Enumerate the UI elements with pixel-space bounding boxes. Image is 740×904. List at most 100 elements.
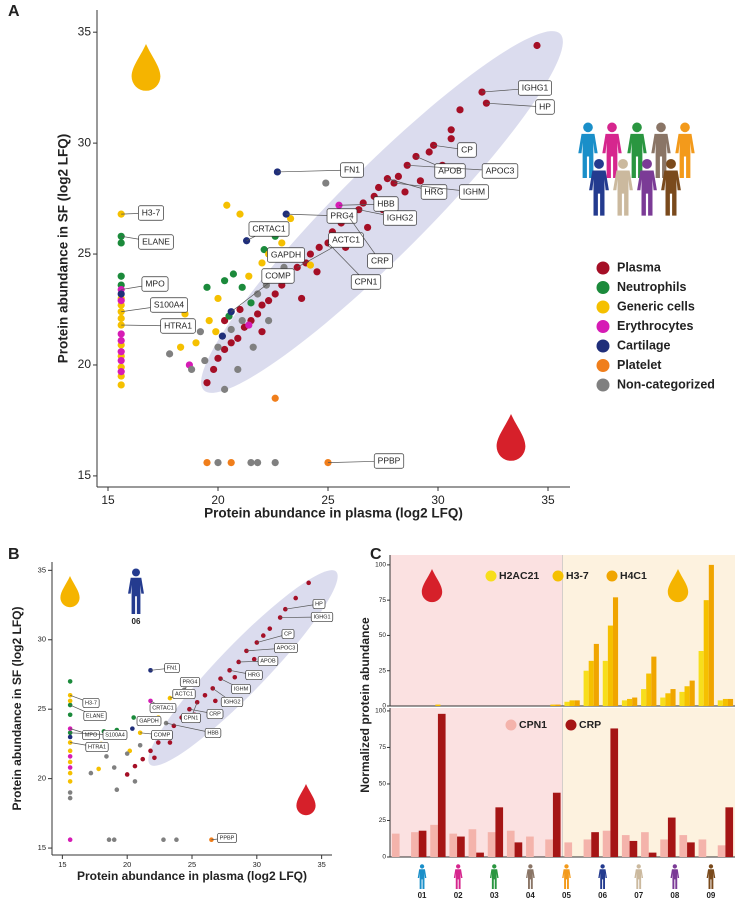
bar (670, 689, 676, 706)
bar (687, 842, 695, 857)
legend-label: H4C1 (620, 570, 647, 582)
data-point (104, 754, 109, 759)
y-tick-label: 0 (382, 854, 386, 861)
bar (583, 839, 592, 857)
bar (552, 792, 561, 857)
label-box (136, 715, 162, 727)
protein-label: PRG4 (330, 210, 353, 220)
bar (506, 830, 515, 857)
label-box (220, 696, 244, 708)
protein-label: GAPDH (139, 718, 159, 724)
person-icon (598, 864, 607, 889)
sf-drop (60, 576, 80, 608)
label-box (281, 628, 295, 640)
data-point (298, 294, 306, 303)
label-box (138, 234, 174, 250)
y-tick-label: 20 (38, 774, 46, 783)
data-point (111, 837, 117, 843)
label-box (518, 80, 552, 96)
data-point (227, 308, 235, 316)
legend-swatch (596, 359, 610, 372)
x-tick-label: 30 (431, 493, 445, 507)
protein-label: APOB (438, 165, 462, 175)
legend-swatch (596, 339, 610, 353)
data-point (221, 345, 229, 354)
data-point (117, 290, 125, 298)
y-axis-title: Protein abundance in SF (log2 LFQ) (10, 606, 24, 810)
person-icon (562, 864, 571, 889)
protein-label: CPN1 (184, 715, 199, 721)
bar (391, 833, 400, 857)
bar (610, 728, 619, 857)
label-box (274, 642, 298, 654)
bar (660, 839, 668, 857)
data-point (278, 239, 286, 247)
data-point (152, 755, 157, 761)
bar (411, 832, 419, 857)
data-point (271, 394, 279, 402)
label-box (261, 268, 295, 284)
data-point (67, 754, 73, 759)
protein-label: IGHG2 (223, 699, 240, 705)
data-point (67, 712, 73, 718)
legend-label: Cartilage (617, 338, 671, 352)
data-point (533, 41, 541, 50)
legend-label: Generic cells (617, 299, 695, 313)
protein-label: IGHG1 (522, 82, 549, 92)
x-tick-label: 15 (58, 860, 66, 869)
data-point (67, 795, 73, 801)
bar (629, 840, 638, 857)
y-tick-label: 20 (78, 357, 92, 371)
person-icon (670, 864, 680, 889)
data-point (227, 458, 235, 467)
legend-swatch (596, 261, 610, 275)
label-box (312, 598, 326, 610)
person-icon (706, 864, 716, 889)
y-tick-label: 15 (38, 843, 46, 852)
bar (607, 625, 613, 706)
data-point (247, 458, 255, 467)
bar (550, 704, 556, 706)
data-point (188, 365, 196, 374)
bar (495, 807, 504, 857)
label-box (340, 162, 364, 178)
data-point (447, 126, 455, 134)
x-tick-label: 07 (634, 891, 643, 900)
y-axis-title: Normalized protein abundance (358, 617, 372, 793)
bar (708, 564, 714, 706)
bar (665, 693, 671, 706)
protein-label: CPN1 (355, 276, 378, 286)
bar (621, 700, 628, 706)
protein-label: PRG4 (183, 679, 198, 685)
data-point (212, 328, 220, 336)
data-point (260, 246, 268, 254)
data-point (67, 759, 73, 765)
y-tick-label: 100 (375, 562, 386, 569)
x-tick-label: 25 (188, 860, 196, 869)
data-point (117, 272, 125, 280)
data-point (254, 290, 262, 298)
protein-label: HBB (377, 198, 395, 208)
data-point (214, 343, 222, 351)
label-box (151, 729, 173, 741)
label-box (373, 453, 405, 469)
data-point (403, 161, 411, 169)
label-box (481, 163, 519, 179)
label-box (328, 232, 364, 248)
bar (717, 845, 726, 857)
x-tick-label: 09 (706, 891, 715, 900)
data-point (430, 141, 438, 149)
x-tick-label: 15 (101, 493, 115, 507)
legend-label: CPN1 (519, 719, 547, 731)
data-point (205, 317, 213, 325)
data-point (132, 763, 138, 769)
x-tick-label: 20 (211, 493, 225, 507)
x-tick-label: 35 (317, 860, 325, 869)
data-point (177, 343, 185, 351)
protein-label: FN1 (167, 665, 177, 671)
x-tick-label: 35 (541, 493, 555, 507)
label-box (206, 708, 224, 720)
y-tick-label: 50 (379, 781, 387, 788)
data-point (203, 283, 211, 291)
data-point (236, 305, 244, 314)
